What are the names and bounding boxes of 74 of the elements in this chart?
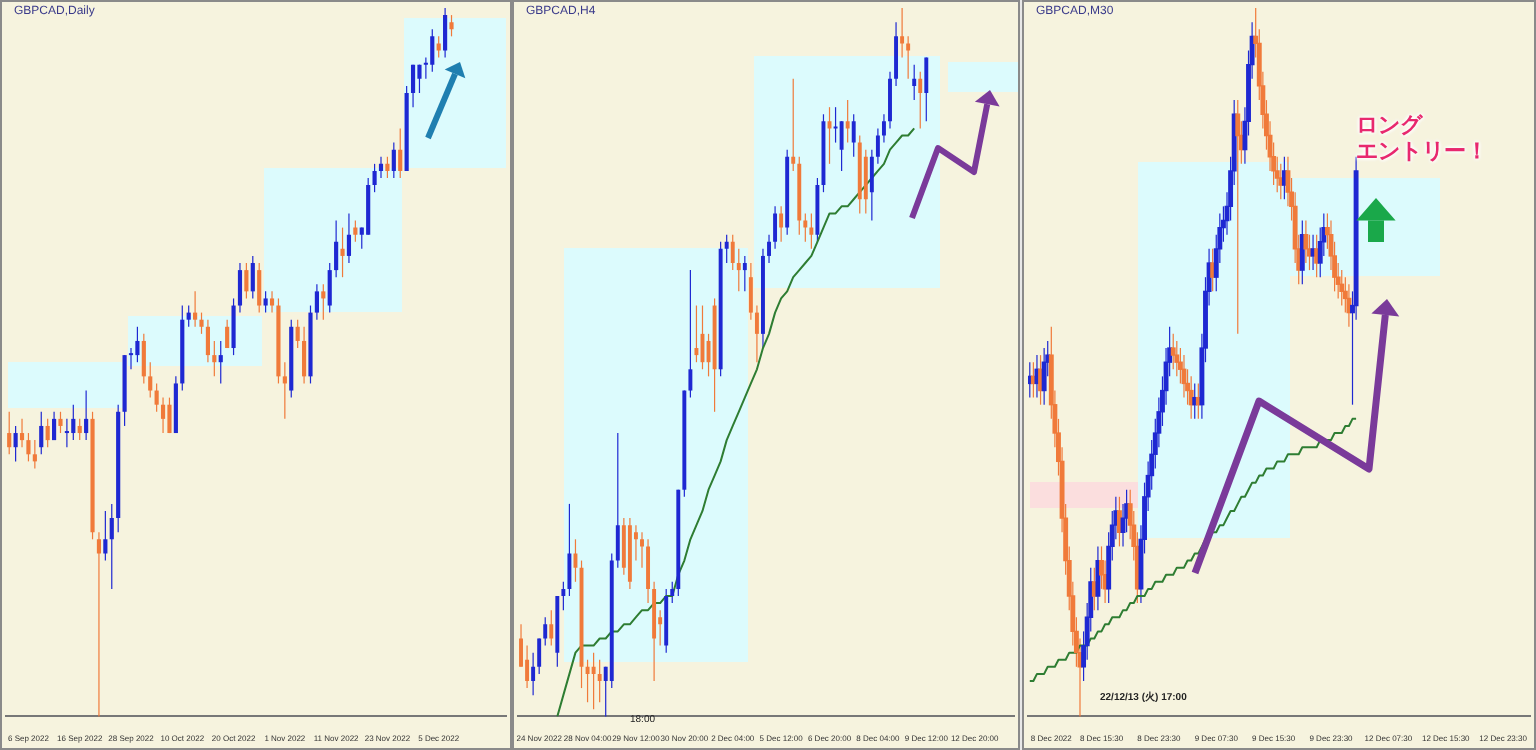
candlestick: [430, 28, 435, 73]
candlestick: [436, 35, 441, 59]
candlestick: [391, 142, 396, 179]
candlestick: [809, 212, 814, 250]
candlestick: [218, 340, 223, 385]
candlestick: [417, 64, 422, 94]
annotation: エントリー！: [1356, 138, 1488, 166]
candlestick: [736, 248, 741, 292]
candlestick: [353, 219, 358, 243]
candlestick: [109, 503, 114, 590]
candlestick: [39, 411, 44, 455]
candlestick: [186, 304, 191, 328]
candlestick: [321, 283, 326, 321]
candlestick: [833, 106, 838, 144]
candlestick: [148, 361, 153, 399]
candlestick: [1174, 340, 1180, 377]
candlestick: [1170, 333, 1176, 370]
candlestick: [193, 290, 198, 328]
candlestick: [449, 14, 454, 37]
candlestick: [621, 517, 626, 576]
candlestick: [103, 510, 108, 562]
candlestick: [694, 304, 699, 363]
annotation: ロング: [1356, 112, 1422, 140]
candlestick: [525, 644, 530, 689]
candlestick: [13, 425, 18, 462]
candlestick: [64, 418, 69, 448]
candlestick: [378, 156, 384, 179]
candlestick: [250, 255, 255, 300]
candlestick: [845, 99, 850, 144]
candlestick: [96, 531, 102, 717]
candlestick: [839, 120, 844, 172]
candlestick: [688, 269, 693, 399]
candlestick: [77, 418, 82, 441]
candlestick: [141, 333, 146, 385]
candlestick: [1041, 347, 1047, 406]
candlestick: [1303, 219, 1309, 264]
candlestick: [1339, 269, 1345, 307]
candlestick: [543, 616, 548, 647]
candlestick: [58, 411, 63, 434]
candlestick: [779, 205, 784, 243]
candlestick: [71, 404, 76, 441]
candlestick: [585, 659, 590, 703]
candlestick: [84, 389, 89, 441]
candlestick: [340, 227, 345, 278]
candlestick: [7, 411, 12, 455]
candlestick: [573, 538, 578, 583]
candlestick: [863, 149, 868, 215]
candlestick: [385, 156, 390, 179]
candlestick: [372, 163, 377, 193]
candlestick: [225, 319, 230, 349]
candlestick: [398, 127, 403, 179]
candlestick: [51, 411, 57, 441]
candlestick: [851, 113, 856, 158]
candlestick: [167, 397, 172, 434]
candlestick: [1095, 545, 1101, 611]
candlestick: [32, 439, 37, 470]
candlestick: [591, 652, 596, 710]
candlestick: [135, 326, 140, 363]
candlestick: [263, 290, 268, 314]
candlestick: [549, 609, 554, 647]
candlestick: [443, 7, 448, 59]
candlestick: [912, 64, 917, 101]
candlestick: [19, 418, 25, 448]
candlestick: [205, 319, 211, 363]
candlestick: [160, 397, 166, 434]
candlestick: [257, 262, 262, 314]
candlestick: [301, 326, 307, 385]
candlestick: [45, 418, 50, 448]
candlestick: [924, 56, 929, 122]
candlestick: [244, 262, 249, 300]
candlestick: [597, 659, 602, 703]
candlestick: [346, 212, 352, 264]
candlestick: [918, 71, 923, 130]
candlestick: [742, 255, 747, 292]
